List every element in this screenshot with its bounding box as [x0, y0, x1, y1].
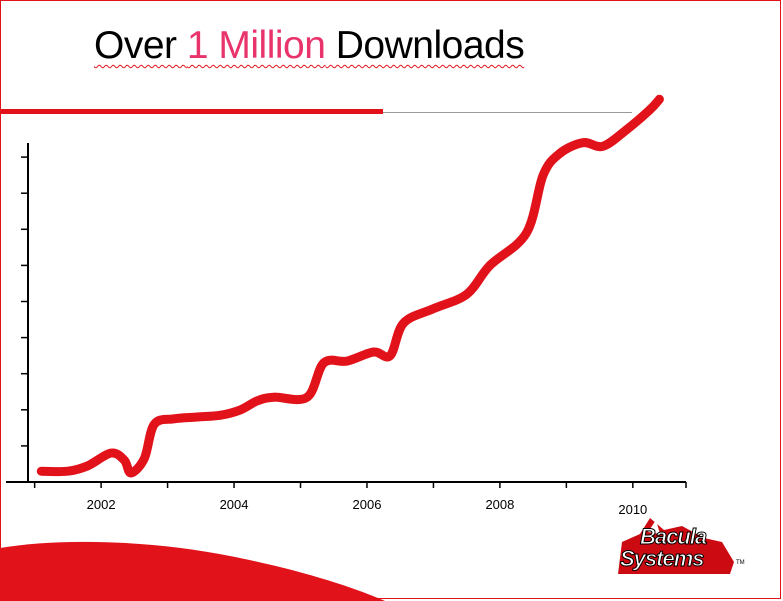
x-tick-label-2006: 2006	[353, 497, 382, 512]
series-point-11	[240, 409, 242, 411]
series-point-4	[123, 459, 125, 461]
series-point-8	[173, 418, 175, 420]
logo-line-1: Bacula	[639, 524, 707, 549]
series-point-12	[256, 400, 258, 402]
series-point-20	[432, 308, 434, 310]
x-tick-label-2004: 2004	[220, 497, 249, 512]
logo-line-2: Systems	[619, 546, 705, 571]
x-tick-label-2008: 2008	[485, 497, 514, 512]
series-point-26	[582, 142, 584, 144]
series-point-7	[153, 423, 155, 425]
series-point-1	[67, 470, 69, 472]
series-point-27	[602, 145, 604, 147]
title-over: Over	[94, 24, 187, 67]
series-point-18	[389, 355, 391, 357]
series-point-16	[346, 360, 348, 362]
series-point-28	[625, 129, 627, 131]
logo-trademark: TM	[736, 560, 745, 566]
series-point-30	[658, 98, 660, 100]
bacula-systems-logo: Bacula Systems TM	[612, 512, 752, 582]
title-rule-red	[0, 109, 383, 114]
series-point-15	[323, 362, 325, 364]
bottom-swoosh	[0, 541, 385, 601]
series-point-21	[466, 293, 468, 295]
logo-flame-icon	[618, 518, 734, 574]
series-point-24	[542, 174, 544, 176]
logo-wordmark: Bacula Systems	[619, 524, 707, 571]
series-point-17	[373, 351, 375, 353]
series-point-5	[130, 472, 132, 474]
x-tick-label-2002: 2002	[87, 497, 116, 512]
title-downloads: Downloads	[325, 24, 525, 67]
series-point-22	[489, 264, 491, 266]
series-point-29	[648, 109, 650, 111]
series-point-13	[273, 396, 275, 398]
title-highlight: 1 Million	[186, 24, 326, 67]
series-point-23	[526, 232, 527, 234]
series-point-9	[197, 416, 198, 418]
title-rule-gray	[383, 112, 632, 113]
series-point-10	[220, 414, 222, 416]
series-point-3	[110, 452, 112, 454]
slide-title: Over 1 Million Downloads	[94, 24, 525, 68]
series-point-0	[40, 470, 42, 472]
series-line-0	[36, 94, 664, 478]
series-point-6	[143, 458, 145, 459]
series-point-2	[87, 465, 89, 467]
series-point-25	[559, 153, 561, 154]
series-point-19	[403, 322, 404, 324]
x-tick-label-2010: 2010	[618, 502, 647, 517]
series-point-14	[306, 396, 308, 398]
